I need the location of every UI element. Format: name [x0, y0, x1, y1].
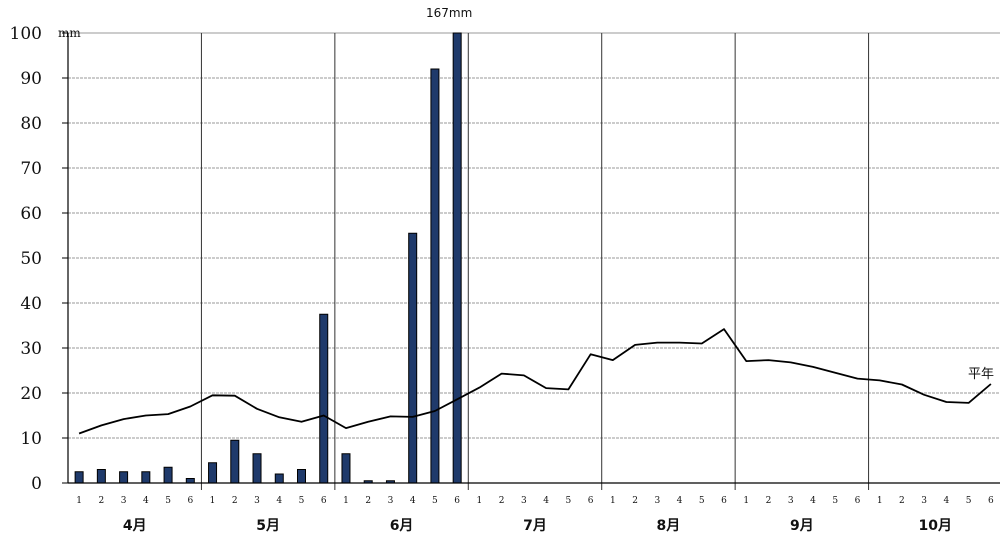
x-tick-label: 5 [299, 496, 305, 506]
x-tick-label: 4 [677, 496, 683, 506]
normal-line-layer [78, 328, 992, 435]
x-tick-label: 1 [743, 496, 749, 506]
clipped-bar-annotation: 167mm [426, 6, 472, 20]
x-tick-label: 2 [98, 496, 104, 506]
month-label: 9月 [790, 518, 814, 534]
x-tick-label: 1 [343, 496, 349, 506]
precip-bar [452, 32, 462, 484]
y-tick-label: 30 [20, 339, 42, 359]
y-tick-label: 60 [20, 204, 42, 224]
x-tick-label: 3 [388, 496, 394, 506]
x-tick-label: 2 [232, 496, 238, 506]
precip-bar [230, 439, 240, 484]
precip-bar [408, 232, 418, 484]
precip-bar [252, 453, 262, 484]
x-tick-label: 2 [365, 496, 371, 506]
x-tick-label: 5 [432, 496, 438, 506]
x-tick-label: 6 [588, 496, 594, 506]
axis-layer: mm 167mm 平年 0 10 20 30 40 50 60 70 80 90 100 1 2 3 4 5 6… [10, 6, 1000, 534]
x-tick-label: 3 [788, 496, 794, 506]
x-tick-label: 3 [521, 496, 527, 506]
x-tick-label: 5 [699, 496, 705, 506]
precip-bar [297, 469, 306, 484]
x-tick-label: 1 [477, 496, 483, 506]
x-tick-label: 1 [210, 496, 216, 506]
precip-bar [119, 471, 129, 484]
x-tick-label: 4 [410, 496, 416, 506]
precip-bar [430, 68, 440, 484]
precip-bar [319, 313, 329, 484]
y-tick-label: 70 [20, 159, 42, 179]
month-label: 7月 [523, 518, 547, 534]
x-tick-label: 6 [855, 496, 861, 506]
normal-line-series [78, 328, 992, 435]
x-tick-label: 1 [877, 496, 883, 506]
bar-layer [74, 32, 462, 484]
precip-bar [141, 471, 151, 484]
x-tick-label: 2 [766, 496, 772, 506]
x-tick-label: 4 [543, 496, 549, 506]
x-tick-label: 5 [165, 496, 171, 506]
precip-bar [96, 469, 106, 484]
x-tick-label: 4 [143, 496, 149, 506]
precip-bar [185, 478, 195, 484]
normal-line-legend-label: 平年 [968, 367, 994, 382]
y-tick-label: 90 [20, 69, 42, 89]
month-label: 4月 [123, 518, 147, 534]
x-tick-label: 3 [254, 496, 260, 506]
x-tick-label: 4 [276, 496, 282, 506]
x-tick-label: 2 [899, 496, 905, 506]
x-tick-label: 1 [76, 496, 82, 506]
y-tick-label: 50 [20, 249, 42, 269]
grid-layer [67, 32, 1000, 490]
x-tick-label: 4 [810, 496, 816, 506]
x-tick-label: 2 [632, 496, 638, 506]
x-tick-label: 6 [988, 496, 994, 506]
precip-bar [163, 466, 173, 484]
x-tick-label: 3 [921, 496, 927, 506]
y-tick-label: 40 [20, 294, 42, 314]
y-unit-label: mm [58, 26, 81, 40]
month-label: 10月 [919, 518, 952, 534]
x-tick-label: 3 [654, 496, 660, 506]
x-tick-label: 1 [610, 496, 616, 506]
precip-bar [208, 462, 218, 484]
month-label: 5月 [256, 518, 280, 534]
y-tick-label: 10 [20, 429, 42, 449]
x-tick-label: 5 [832, 496, 838, 506]
y-tick-label: 0 [31, 474, 42, 494]
precip-bar [274, 473, 284, 484]
y-tick-label: 80 [20, 114, 42, 134]
precip-bar [74, 471, 84, 484]
x-tick-label: 2 [499, 496, 505, 506]
x-tick-label: 3 [121, 496, 127, 506]
x-tick-label: 5 [966, 496, 972, 506]
x-tick-label: 6 [721, 496, 727, 506]
x-tick-label: 6 [321, 496, 327, 506]
x-tick-label: 6 [454, 496, 460, 506]
y-tick-label: 100 [10, 24, 42, 44]
x-tick-label: 5 [565, 496, 571, 506]
y-tick-label: 20 [20, 384, 42, 404]
month-label: 8月 [657, 518, 681, 534]
month-label: 6月 [390, 518, 414, 534]
x-tick-label: 6 [187, 496, 193, 506]
precip-bar [341, 453, 351, 484]
x-tick-label: 4 [944, 496, 950, 506]
